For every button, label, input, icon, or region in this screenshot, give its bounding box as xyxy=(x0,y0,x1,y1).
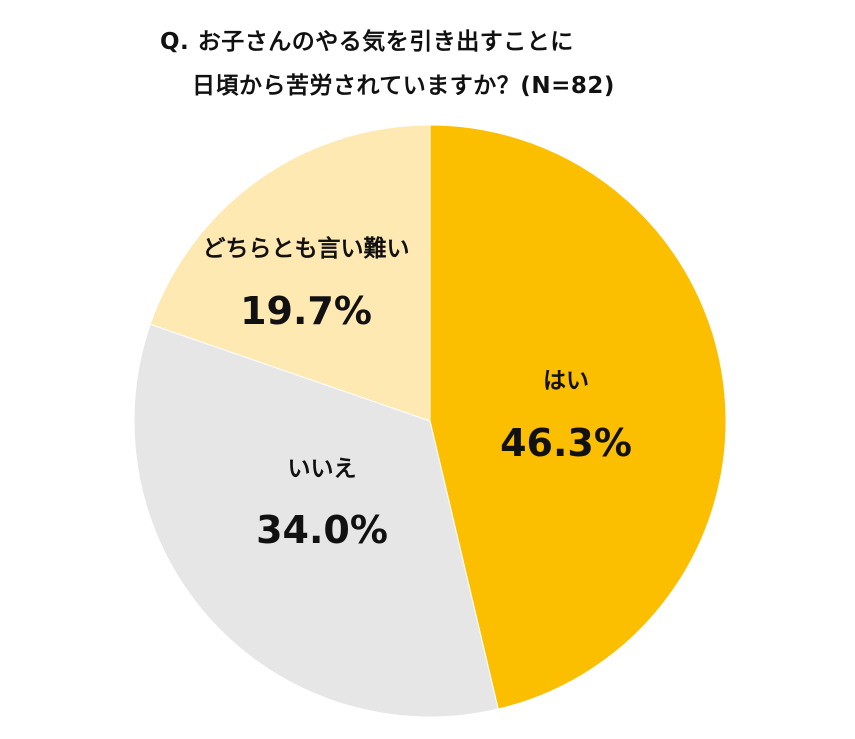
slice-percent-label-1: 34.0% xyxy=(256,508,388,552)
slice-category-label-0: はい xyxy=(543,368,589,394)
chart-title-line-2: 日頃から苦労されていますか？(N=82) xyxy=(192,73,615,99)
pie-slice-0 xyxy=(429,124,727,710)
slice-percent-label-0: 46.3% xyxy=(500,421,632,465)
pie-slice-1 xyxy=(133,323,499,718)
chart-title-line-1: Q. お子さんのやる気を引き出すことに xyxy=(160,29,574,55)
slice-category-label-2: どちらとも言い難い xyxy=(203,235,410,262)
slice-percent-label-2: 19.7% xyxy=(240,289,372,333)
pie-slice-2 xyxy=(149,124,431,422)
slice-category-label-1: いいえ xyxy=(288,456,357,482)
